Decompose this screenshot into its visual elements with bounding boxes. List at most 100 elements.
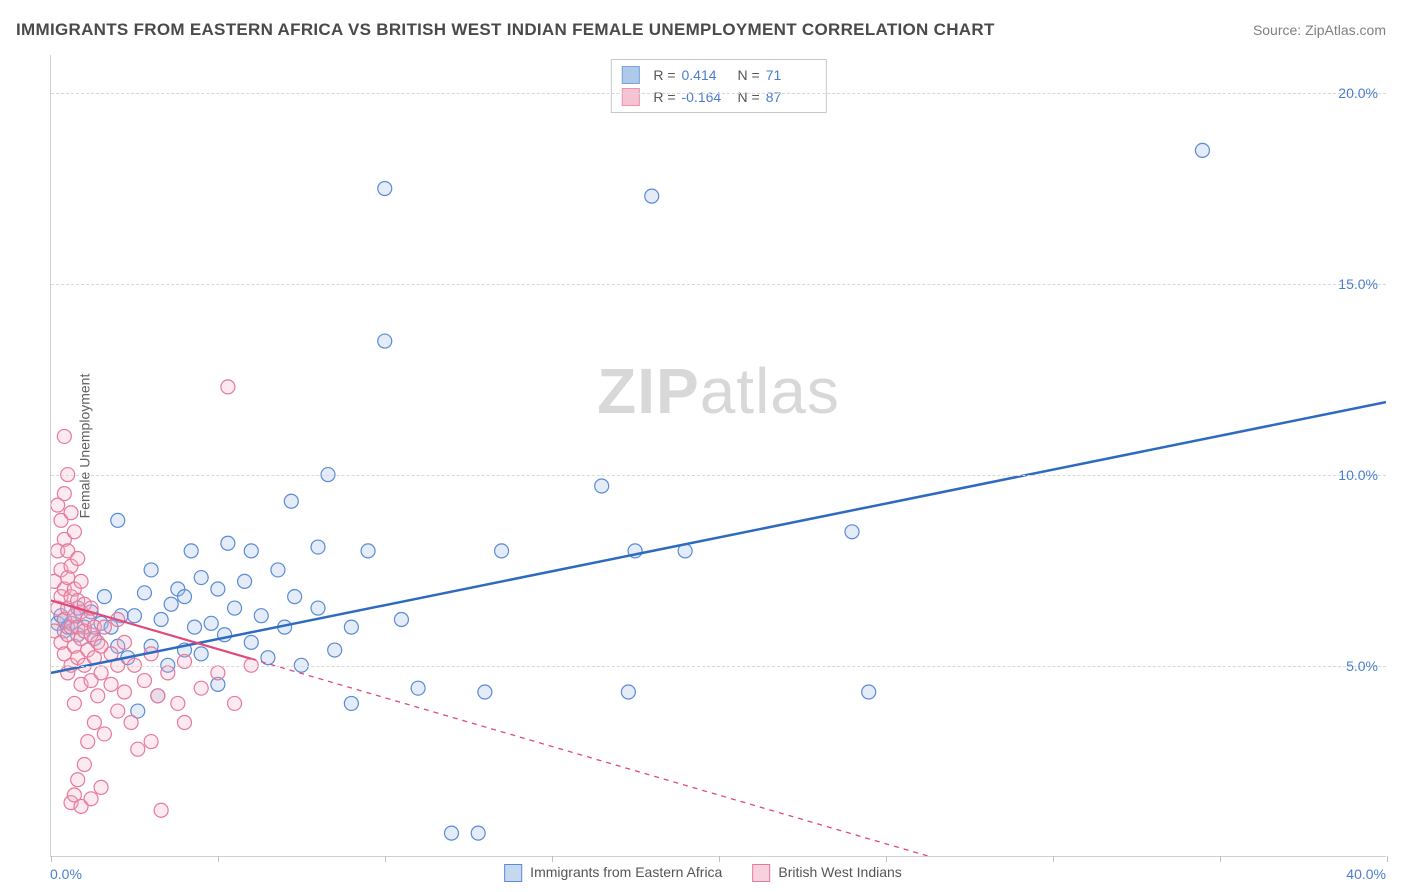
data-point [328, 643, 342, 657]
data-point [228, 696, 242, 710]
source-label: Source: ZipAtlas.com [1253, 22, 1386, 38]
data-point [71, 773, 85, 787]
data-point [71, 551, 85, 565]
data-point [154, 613, 168, 627]
data-point [111, 704, 125, 718]
legend-item: Immigrants from Eastern Africa [504, 864, 722, 882]
legend-swatch [621, 88, 639, 106]
data-point [117, 685, 131, 699]
data-point [284, 494, 298, 508]
data-point [104, 677, 118, 691]
data-point [154, 803, 168, 817]
data-point [178, 716, 192, 730]
data-point [244, 635, 258, 649]
data-point [67, 696, 81, 710]
x-tick [719, 856, 720, 862]
data-point [184, 544, 198, 558]
stat-r-label: R = [653, 89, 675, 105]
data-point [127, 609, 141, 623]
data-point [87, 716, 101, 730]
x-tick [51, 856, 52, 862]
legend-swatch [752, 864, 770, 882]
x-tick [1387, 856, 1388, 862]
data-point [171, 696, 185, 710]
data-point [161, 666, 175, 680]
data-point [124, 716, 138, 730]
gridline-h [51, 284, 1386, 285]
x-tick [218, 856, 219, 862]
stat-n-label: N = [738, 67, 760, 83]
legend-label: British West Indians [778, 864, 901, 880]
data-point [97, 590, 111, 604]
x-tick [385, 856, 386, 862]
data-point [471, 826, 485, 840]
stat-r-label: R = [653, 67, 675, 83]
data-point [84, 792, 98, 806]
data-point [131, 742, 145, 756]
plot-area: ZIPatlas R =0.414N =71R =-0.164N =87 5.0… [50, 55, 1386, 857]
data-point [288, 590, 302, 604]
stats-legend: R =0.414N =71R =-0.164N =87 [610, 59, 826, 113]
data-point [344, 620, 358, 634]
data-point [845, 525, 859, 539]
data-point [595, 479, 609, 493]
data-point [137, 586, 151, 600]
x-tick [1220, 856, 1221, 862]
data-point [361, 544, 375, 558]
data-point [194, 681, 208, 695]
data-point [244, 544, 258, 558]
data-point [221, 380, 235, 394]
y-tick-label: 15.0% [1338, 276, 1378, 292]
data-point [194, 647, 208, 661]
y-tick-label: 20.0% [1338, 85, 1378, 101]
data-point [378, 334, 392, 348]
data-point [64, 506, 78, 520]
stats-legend-row: R = 0.414 N = 71 [621, 64, 815, 86]
stat-r-value: 0.414 [682, 67, 732, 83]
legend-item: British West Indians [752, 864, 901, 882]
data-point [151, 689, 165, 703]
data-point [862, 685, 876, 699]
legend-swatch [621, 66, 639, 84]
data-point [194, 571, 208, 585]
x-axis-max-label: 40.0% [1346, 866, 1386, 882]
data-point [97, 727, 111, 741]
data-point [221, 536, 235, 550]
data-point [94, 666, 108, 680]
data-point [478, 685, 492, 699]
data-point [238, 574, 252, 588]
data-point [645, 189, 659, 203]
data-point [311, 601, 325, 615]
data-point [67, 525, 81, 539]
data-point [311, 540, 325, 554]
stat-n-label: N = [738, 89, 760, 105]
bottom-legend: Immigrants from Eastern Africa British We… [504, 864, 902, 882]
legend-label: Immigrants from Eastern Africa [530, 864, 722, 880]
data-point [1195, 143, 1209, 157]
data-point [254, 609, 268, 623]
data-point [57, 487, 71, 501]
data-point [97, 620, 111, 634]
stat-n-value: 71 [766, 67, 816, 83]
data-point [271, 563, 285, 577]
data-point [94, 780, 108, 794]
data-point [411, 681, 425, 695]
x-tick [1053, 856, 1054, 862]
x-axis-min-label: 0.0% [50, 866, 82, 882]
data-point [77, 757, 91, 771]
chart-container: IMMIGRANTS FROM EASTERN AFRICA VS BRITIS… [0, 0, 1406, 892]
data-point [111, 513, 125, 527]
gridline-h [51, 666, 1386, 667]
gridline-h [51, 93, 1386, 94]
data-point [344, 696, 358, 710]
data-point [621, 685, 635, 699]
data-point [164, 597, 178, 611]
data-point [211, 582, 225, 596]
stat-r-value: -0.164 [682, 89, 732, 105]
gridline-h [51, 475, 1386, 476]
data-point [137, 674, 151, 688]
regression-line [51, 402, 1386, 673]
data-point [144, 735, 158, 749]
y-tick-label: 10.0% [1338, 467, 1378, 483]
data-point [57, 429, 71, 443]
